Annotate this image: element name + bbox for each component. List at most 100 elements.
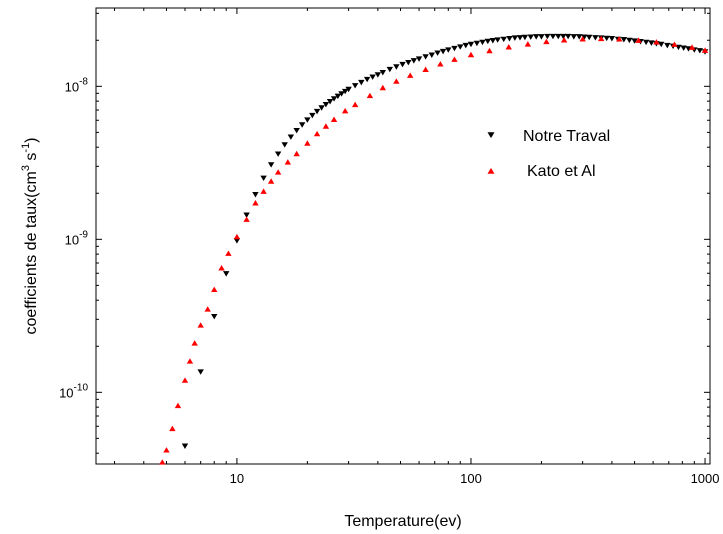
data-point-notre-traval [338, 91, 345, 97]
data-point-notre-traval [620, 37, 628, 43]
data-point-notre-traval [685, 46, 692, 52]
data-point-notre-traval [581, 34, 588, 40]
data-point-notre-traval [506, 36, 513, 42]
data-point-notre-traval [345, 86, 352, 93]
data-point-kato-et-al [204, 306, 211, 312]
data-point-kato-et-al [701, 47, 709, 53]
data-point-kato-et-al [579, 36, 586, 42]
x-tick-label: 100 [460, 471, 482, 486]
data-point-notre-traval [555, 33, 562, 40]
plot-border [95, 7, 711, 465]
data-point-notre-traval [197, 369, 204, 375]
data-point-kato-et-al [211, 286, 218, 293]
data-point-kato-et-al [191, 340, 198, 346]
data-point-kato-et-al [653, 39, 660, 45]
y-tick-label: 10-8 [65, 76, 89, 94]
data-point-notre-traval [473, 40, 481, 47]
data-point-notre-traval [334, 93, 342, 100]
data-point-notre-traval [516, 35, 524, 41]
data-point-notre-traval [544, 33, 551, 40]
data-point-notre-traval [680, 45, 687, 51]
data-point-kato-et-al [225, 250, 232, 256]
data-point-notre-traval [252, 192, 259, 198]
y-tick-label: 10-9 [65, 229, 89, 247]
data-point-notre-traval [287, 134, 295, 140]
data-point-notre-traval [181, 443, 189, 449]
data-point-kato-et-al [159, 459, 166, 465]
data-point-notre-traval [379, 70, 386, 76]
data-point-notre-traval [233, 238, 241, 244]
data-point-notre-traval [281, 142, 288, 148]
plot-frame [95, 7, 711, 465]
data-point-kato-et-al [174, 402, 182, 409]
data-point-notre-traval [439, 48, 447, 55]
data-point-kato-et-al [543, 38, 550, 45]
y-tick-label: 10-10 [59, 382, 88, 400]
data-point-notre-traval [330, 96, 338, 102]
data-point-notre-traval [564, 33, 572, 40]
y-axis-title-mid: s [23, 153, 40, 165]
data-point-kato-et-al [422, 66, 429, 72]
legend-marker-notre-traval [487, 132, 495, 139]
y-axis-title-sup1: 3 [20, 165, 32, 171]
data-point-notre-traval [533, 34, 540, 40]
data-point-notre-traval [626, 37, 633, 44]
data-point-notre-traval [358, 79, 365, 86]
data-point-kato-et-al [243, 216, 250, 222]
data-point-notre-traval [405, 59, 412, 66]
data-point-kato-et-al [366, 92, 374, 99]
data-point-notre-traval [511, 35, 519, 41]
data-point-kato-et-al [597, 35, 605, 42]
data-point-notre-traval [293, 127, 300, 134]
data-point-notre-traval [631, 38, 638, 44]
data-point-kato-et-al [252, 200, 259, 206]
data-point-kato-et-al [169, 425, 176, 432]
data-point-notre-traval [658, 41, 665, 48]
data-point-notre-traval [211, 313, 218, 320]
data-point-kato-et-al [505, 44, 512, 50]
data-point-notre-traval [664, 42, 671, 49]
data-point-notre-traval [298, 122, 306, 128]
data-point-notre-traval [479, 39, 486, 46]
data-point-notre-traval [434, 50, 441, 56]
data-point-kato-et-al [351, 101, 359, 108]
y-axis-title-end: ) [23, 137, 40, 142]
data-point-notre-traval [538, 34, 545, 40]
legend-label-kato-et-al: Kato et Al [527, 163, 596, 180]
data-point-notre-traval [445, 47, 452, 53]
data-point-notre-traval [386, 66, 394, 73]
data-point-kato-et-al [304, 140, 311, 146]
data-point-kato-et-al [341, 107, 349, 114]
legend-label-notre-traval: Notre Traval [523, 128, 610, 145]
data-point-notre-traval [260, 175, 267, 182]
data-point-kato-et-al [635, 37, 642, 43]
data-point-kato-et-al [451, 56, 458, 62]
legend: Notre Traval Kato et Al [487, 128, 610, 180]
data-point-notre-traval [304, 117, 311, 123]
data-point-kato-et-al [233, 233, 241, 240]
data-point-notre-traval [399, 61, 406, 68]
data-point-kato-et-al [379, 84, 386, 91]
data-point-notre-traval [393, 64, 400, 70]
data-point-notre-traval [313, 108, 321, 115]
data-point-notre-traval [648, 40, 655, 46]
data-point-notre-traval [410, 58, 418, 64]
data-point-kato-et-al [313, 130, 321, 137]
data-point-notre-traval [608, 36, 616, 42]
data-point-notre-traval [267, 162, 275, 168]
data-point-kato-et-al [181, 377, 189, 383]
data-point-notre-traval [549, 33, 557, 40]
data-point-kato-et-al [437, 61, 444, 67]
data-point-notre-traval [451, 45, 458, 52]
data-point-notre-traval [527, 34, 534, 40]
data-point-kato-et-al [616, 36, 623, 42]
data-point-notre-traval [500, 36, 507, 43]
data-point-notre-traval [592, 35, 599, 41]
data-point-notre-traval [274, 151, 282, 157]
data-point-kato-et-al [267, 178, 275, 184]
data-point-notre-traval [326, 99, 334, 105]
data-point-notre-traval [428, 52, 435, 58]
data-point-notre-traval [318, 105, 325, 111]
data-point-notre-traval [457, 44, 464, 50]
data-point-kato-et-al [197, 322, 204, 328]
